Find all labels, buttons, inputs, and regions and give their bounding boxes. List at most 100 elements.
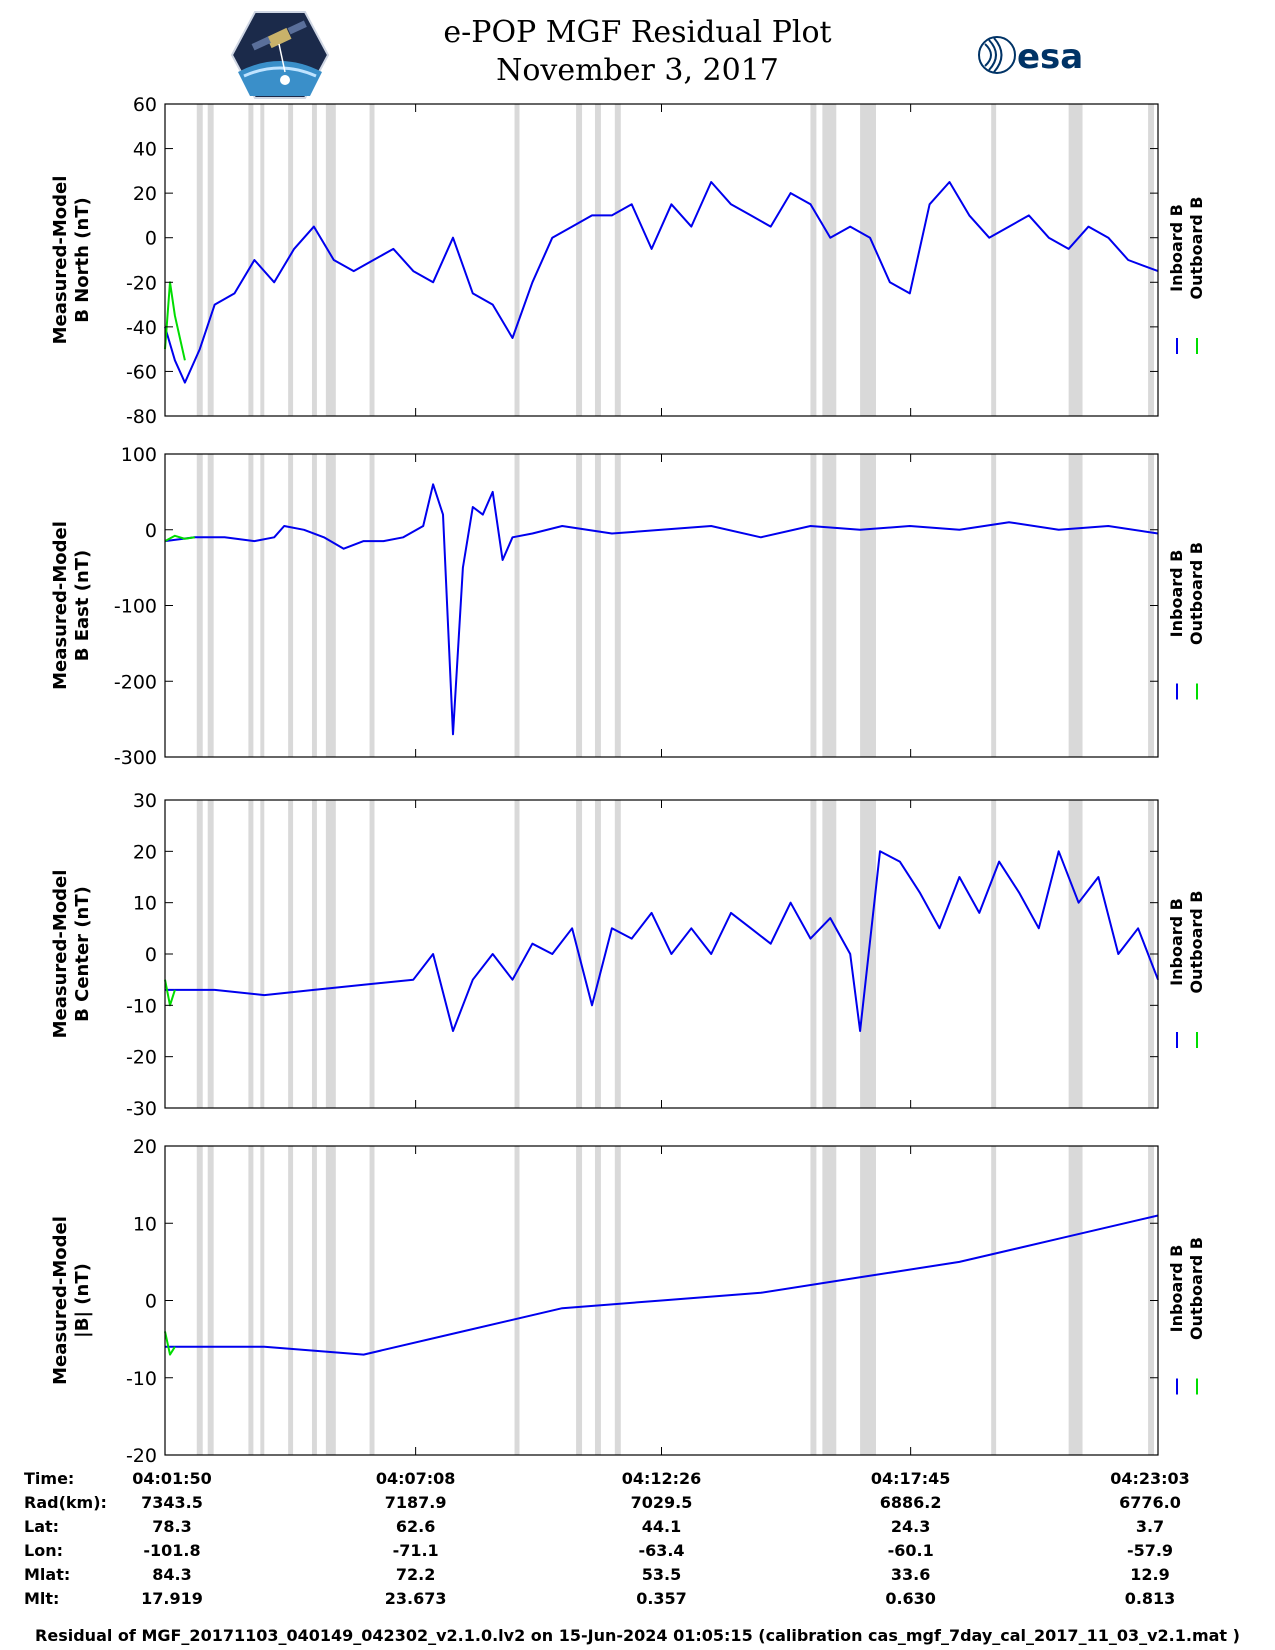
- shade-interval-2-15: [991, 800, 997, 1108]
- cassiope-logo: [230, 11, 330, 99]
- info-cell-2-4: 53.5: [642, 1565, 681, 1584]
- info-cell-3-5: 0.630: [885, 1589, 936, 1608]
- shade-interval-3-8: [514, 1146, 520, 1455]
- shade-interval-1-10: [594, 454, 601, 757]
- ytick-label-3-0: 20: [133, 1136, 157, 1158]
- shade-interval-1-13: [822, 454, 837, 757]
- shade-interval-1-15: [991, 454, 997, 757]
- info-cell-4-5: 0.813: [1125, 1589, 1176, 1608]
- shade-interval-3-3: [260, 1146, 265, 1455]
- series-line-1-0: [164, 483, 1159, 736]
- shade-interval-0-10: [594, 104, 601, 416]
- info-label-0: Time:: [24, 1469, 74, 1488]
- ytick-label-1-0: 100: [121, 444, 157, 466]
- shade-interval-2-1: [207, 800, 214, 1108]
- shade-interval-2-6: [325, 800, 336, 1108]
- ytick-label-2-2: 10: [133, 893, 157, 915]
- info-cell-0-1: 7343.5: [141, 1493, 203, 1512]
- shade-interval-3-12: [810, 1146, 817, 1455]
- ylabel-line-3-0: Measured-Model: [50, 1216, 71, 1385]
- info-cell-3-4: 33.6: [891, 1565, 930, 1584]
- info-cell-2-3: -63.4: [638, 1541, 684, 1560]
- shade-interval-2-8: [514, 800, 520, 1108]
- shade-interval-3-10: [594, 1146, 601, 1455]
- shade-interval-3-11: [614, 1146, 621, 1455]
- shade-interval-1-5: [311, 454, 317, 757]
- ytick-label-0-5: -40: [126, 317, 157, 339]
- shade-interval-0-17: [1148, 104, 1155, 416]
- shade-interval-0-8: [514, 104, 520, 416]
- shade-interval-1-7: [369, 454, 375, 757]
- shade-interval-0-14: [860, 104, 876, 416]
- legend-inboard-2: Inboard B: [1167, 898, 1186, 986]
- shade-interval-1-4: [288, 454, 294, 757]
- shade-interval-2-10: [594, 800, 601, 1108]
- ytick-label-2-0: 30: [133, 790, 157, 812]
- ylabel-0: Measured-ModelB North (nT): [50, 176, 93, 345]
- info-cell-1-0: 04:07:08: [376, 1469, 456, 1488]
- info-cell-0-4: 84.3: [152, 1565, 191, 1584]
- info-label-1: Rad(km):: [24, 1493, 107, 1512]
- series-line-2-0: [165, 850, 1159, 1032]
- shade-interval-2-4: [288, 800, 294, 1108]
- legend-outboard-2: Outboard B: [1187, 891, 1206, 994]
- shade-interval-0-0: [196, 104, 203, 416]
- ytick-label-0-0: 60: [133, 94, 157, 116]
- info-cell-0-0: 04:01:50: [132, 1469, 212, 1488]
- ytick-label-2-5: -20: [126, 1047, 157, 1069]
- legend-outboard-0: Outboard B: [1187, 197, 1206, 300]
- shade-interval-2-5: [311, 800, 317, 1108]
- shade-interval-3-4: [288, 1146, 294, 1455]
- shade-interval-3-13: [822, 1146, 837, 1455]
- ytick-label-2-6: -30: [126, 1098, 157, 1120]
- series-line-1-1: [164, 534, 195, 542]
- shade-interval-0-4: [288, 104, 294, 416]
- shade-interval-0-1: [207, 104, 214, 416]
- shade-interval-0-12: [810, 104, 817, 416]
- shade-interval-1-12: [810, 454, 817, 757]
- shade-interval-1-16: [1068, 454, 1083, 757]
- ylabel-3: Measured-Model|B| (nT): [50, 1216, 93, 1385]
- info-cell-1-2: 62.6: [396, 1517, 435, 1536]
- shade-interval-3-6: [325, 1146, 336, 1455]
- shade-interval-2-16: [1068, 800, 1083, 1108]
- series-line-3-0: [165, 1214, 1159, 1356]
- ytick-label-3-2: 0: [145, 1291, 157, 1313]
- title-line-2: November 3, 2017: [496, 53, 779, 88]
- shade-interval-3-15: [991, 1146, 997, 1455]
- shade-interval-2-0: [196, 800, 203, 1108]
- shade-interval-3-0: [196, 1146, 203, 1455]
- shade-interval-1-6: [325, 454, 336, 757]
- ytick-label-0-7: -80: [126, 406, 157, 428]
- shade-interval-2-12: [810, 800, 817, 1108]
- series-line-0-0: [164, 181, 1159, 384]
- info-label-2: Lat:: [24, 1517, 59, 1536]
- shade-interval-0-6: [325, 104, 336, 416]
- shade-interval-2-13: [822, 800, 837, 1108]
- footer-caption: Residual of MGF_20171103_040149_042302_v…: [35, 1626, 1240, 1645]
- shade-interval-3-1: [207, 1146, 214, 1455]
- ytick-label-0-3: 0: [145, 228, 157, 250]
- info-cell-4-0: 04:23:03: [1110, 1469, 1190, 1488]
- shade-interval-1-3: [260, 454, 265, 757]
- shade-interval-1-0: [196, 454, 203, 757]
- ytick-label-0-2: 20: [133, 183, 157, 205]
- esa-logo: esa: [978, 36, 1083, 77]
- title-line-1: e-POP MGF Residual Plot: [443, 15, 832, 50]
- legend-outboard-3: Outboard B: [1187, 1237, 1206, 1340]
- shade-interval-1-9: [576, 454, 583, 757]
- legend-inboard-1: Inboard B: [1167, 550, 1186, 638]
- ytick-label-0-6: -60: [126, 361, 157, 383]
- shade-interval-0-5: [311, 104, 317, 416]
- shade-interval-0-3: [260, 104, 265, 416]
- ytick-label-2-4: -10: [126, 995, 157, 1017]
- shade-interval-3-9: [576, 1146, 583, 1455]
- series-line-0-1: [164, 281, 186, 361]
- info-cell-3-0: 04:17:45: [871, 1469, 951, 1488]
- ylabel-line-3-1: |B| (nT): [72, 1263, 93, 1338]
- shade-interval-0-9: [576, 104, 583, 416]
- info-label-4: Mlat:: [24, 1565, 70, 1584]
- ylabel-line-2-0: Measured-Model: [50, 870, 71, 1039]
- ytick-label-3-4: -20: [126, 1445, 157, 1467]
